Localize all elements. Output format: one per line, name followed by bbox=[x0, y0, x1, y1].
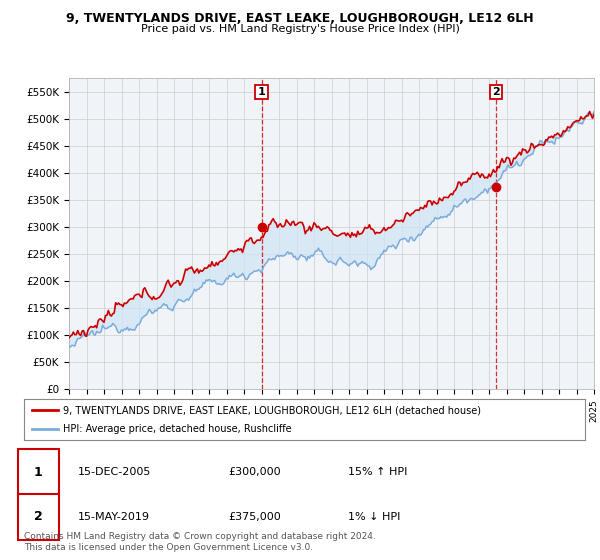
Text: 9, TWENTYLANDS DRIVE, EAST LEAKE, LOUGHBOROUGH, LE12 6LH: 9, TWENTYLANDS DRIVE, EAST LEAKE, LOUGHB… bbox=[66, 12, 534, 25]
Text: £375,000: £375,000 bbox=[228, 512, 281, 522]
Text: 1: 1 bbox=[257, 87, 265, 97]
Text: 15% ↑ HPI: 15% ↑ HPI bbox=[348, 467, 407, 477]
Text: Price paid vs. HM Land Registry's House Price Index (HPI): Price paid vs. HM Land Registry's House … bbox=[140, 24, 460, 34]
Text: 1: 1 bbox=[34, 466, 43, 479]
Text: Contains HM Land Registry data © Crown copyright and database right 2024.
This d: Contains HM Land Registry data © Crown c… bbox=[24, 532, 376, 552]
Text: 1% ↓ HPI: 1% ↓ HPI bbox=[348, 512, 400, 522]
Text: 15-MAY-2019: 15-MAY-2019 bbox=[78, 512, 150, 522]
Text: 15-DEC-2005: 15-DEC-2005 bbox=[78, 467, 151, 477]
Text: HPI: Average price, detached house, Rushcliffe: HPI: Average price, detached house, Rush… bbox=[63, 424, 292, 435]
Text: £300,000: £300,000 bbox=[228, 467, 281, 477]
Text: 9, TWENTYLANDS DRIVE, EAST LEAKE, LOUGHBOROUGH, LE12 6LH (detached house): 9, TWENTYLANDS DRIVE, EAST LEAKE, LOUGHB… bbox=[63, 405, 481, 415]
Text: 2: 2 bbox=[34, 511, 43, 524]
Text: 2: 2 bbox=[492, 87, 500, 97]
